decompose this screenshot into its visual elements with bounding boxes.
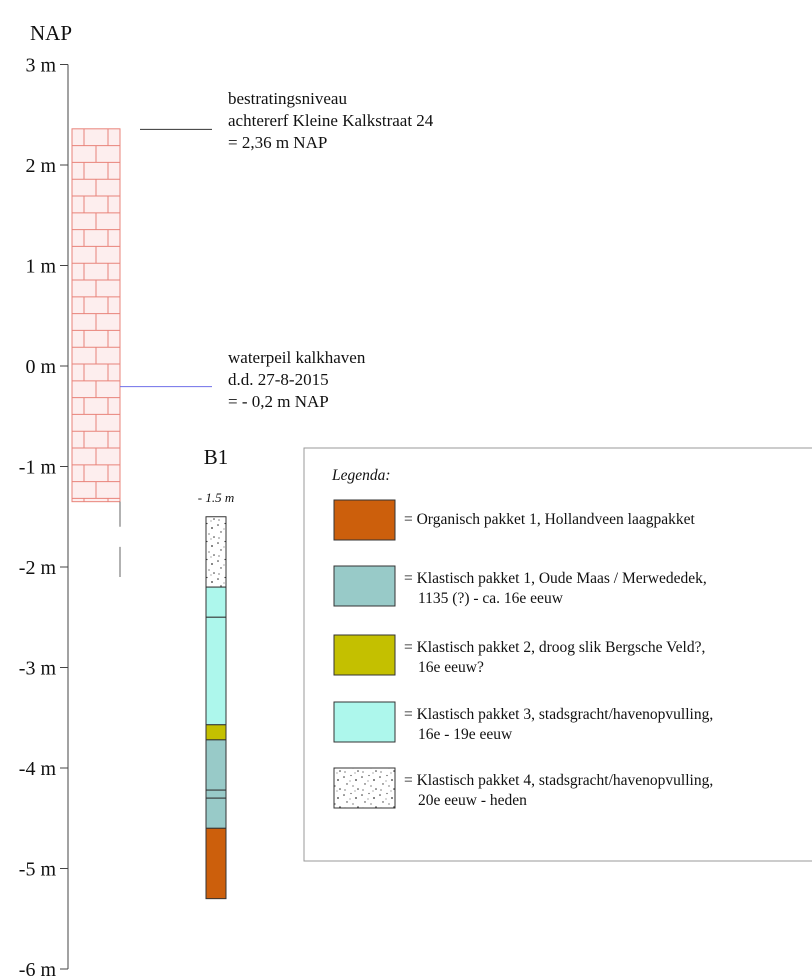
axis-tick-label: 1 m [25, 256, 56, 278]
boring-layer-klastisch1 [205, 739, 227, 791]
axis-tick-label: -5 m [19, 859, 57, 881]
boring-layer-klastisch1 [205, 797, 227, 829]
legend-swatch-klastisch3 [333, 701, 396, 743]
level-annotations: bestratingsniveau achtererf Kleine Kalkst… [120, 89, 434, 411]
legend-swatch-klastisch4 [333, 767, 396, 809]
axis-tick-label: -6 m [19, 959, 57, 976]
legend-swatch-klastisch1 [333, 565, 396, 607]
axis-tick-label: -1 m [19, 457, 57, 479]
boring-layer-klastisch3 [205, 616, 227, 726]
boring-layer-klastisch4 [205, 516, 227, 588]
annotation-waterpeil-text: waterpeil kalkhaven [228, 348, 366, 367]
legend-item-label: = Organisch pakket 1, Hollandveen laagpa… [404, 511, 696, 528]
boring-layer-klastisch2 [205, 724, 227, 741]
legend-item-label: 1135 (?) - ca. 16e eeuw [418, 590, 564, 607]
axis-title: NAP [30, 21, 72, 45]
axis-tick-label: -4 m [19, 758, 57, 780]
annotation-bestrating-text: bestratingsniveau [228, 89, 347, 108]
depth-axis: 3 m 2 m 1 m 0 m -1 m -2 m -3 m -4 m -5 m -6 m [19, 55, 69, 976]
annotation-bestrating-text: = 2,36 m NAP [228, 133, 327, 152]
legend-swatch-klastisch2 [333, 634, 396, 676]
boring-layer-klastisch3 [205, 586, 227, 618]
boring-column: B1 - 1.5 m [198, 445, 234, 900]
annotation-waterpeil-text: = - 0,2 m NAP [228, 392, 329, 411]
legend-item-label: 16e eeuw? [418, 659, 484, 676]
boring-layer-klastisch1 [205, 789, 227, 799]
legend-item-label: 16e - 19e eeuw [418, 726, 513, 743]
legend-item-label: = Klastisch pakket 2, droog slik Bergsch… [404, 639, 705, 656]
legend-swatch-organisch1 [333, 499, 396, 541]
axis-tick-label: 0 m [25, 356, 56, 378]
boring-name: B1 [204, 445, 229, 469]
legend-item-label: = Klastisch pakket 3, stadsgracht/haveno… [404, 706, 713, 723]
quay-wall-column [71, 128, 121, 578]
annotation-waterpeil-text: d.d. 27-8-2015 [228, 370, 329, 389]
legend-item-label: = Klastisch pakket 4, stadsgracht/haveno… [404, 772, 713, 789]
annotation-bestrating-text: achtererf Kleine Kalkstraat 24 [228, 111, 434, 130]
axis-tick-label: -2 m [19, 557, 57, 579]
axis-tick-label: 3 m [25, 55, 56, 77]
legend: Legenda: = Organisch pakket 1, Hollandvee… [303, 447, 812, 862]
legend-item-label: = Klastisch pakket 1, Oude Maas / Merwed… [404, 570, 707, 587]
legend-title: Legenda: [331, 467, 391, 484]
axis-tick-label: 2 m [25, 155, 56, 177]
boring-layer-organisch1 [205, 827, 227, 900]
legend-item-label: 20e eeuw - heden [418, 792, 527, 809]
axis-tick-label: -3 m [19, 658, 57, 680]
boring-start-depth: - 1.5 m [198, 490, 234, 505]
